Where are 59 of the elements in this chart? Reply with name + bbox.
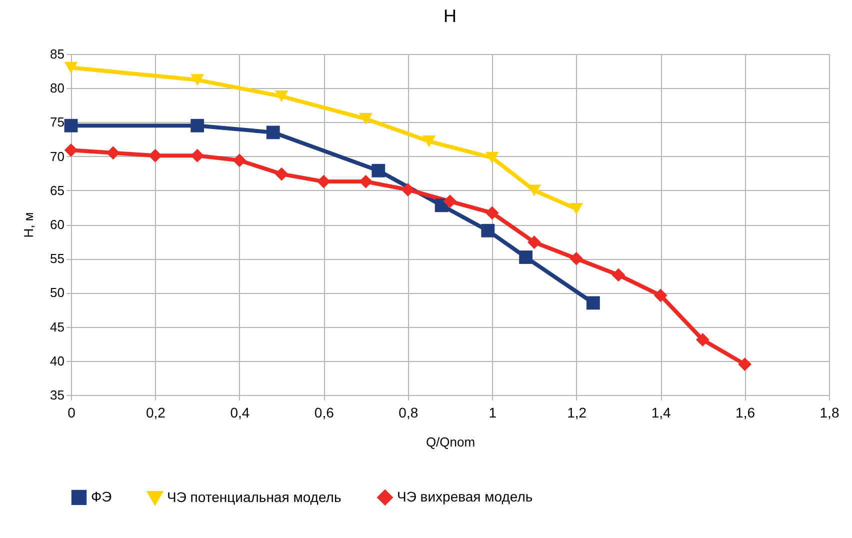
- point: [106, 146, 120, 160]
- point: [64, 62, 78, 74]
- x-tick-label: 1,2: [567, 404, 587, 420]
- x-tick-label: 0,8: [398, 404, 418, 420]
- point: [190, 148, 204, 162]
- legend-label: ФЭ: [91, 488, 112, 504]
- y-tick-label: 75: [50, 114, 64, 130]
- point: [528, 236, 541, 249]
- y-axis-title: H, м: [21, 212, 36, 238]
- y-tick-label: 80: [50, 80, 64, 96]
- point: [519, 250, 533, 264]
- x-tick-label: 0: [68, 404, 76, 420]
- point: [612, 268, 626, 282]
- point: [654, 288, 668, 302]
- point: [401, 183, 415, 196]
- y-tick-label: 55: [50, 251, 64, 266]
- point: [148, 148, 162, 162]
- point: [443, 194, 457, 208]
- y-tick-label: 45: [50, 319, 64, 334]
- point: [274, 90, 288, 102]
- x-tick-label: 1,6: [736, 404, 756, 420]
- y-tick-label: 70: [50, 148, 64, 164]
- point: [528, 184, 541, 196]
- point: [570, 203, 584, 215]
- y-tick-label: 40: [50, 353, 64, 368]
- point: [190, 74, 204, 86]
- y-tick-label: 50: [50, 285, 64, 300]
- y-tick-label: 35: [50, 388, 64, 402]
- y-tick-label: 60: [50, 217, 64, 232]
- point: [359, 174, 372, 188]
- point: [372, 164, 386, 178]
- point: [232, 154, 246, 168]
- x-tick-label: 1,8: [820, 404, 840, 420]
- point: [274, 167, 288, 181]
- legend-label: ЧЭ вихревая модель: [397, 488, 533, 504]
- y-tick-label: 85: [50, 46, 64, 62]
- point: [485, 152, 499, 164]
- y-tick-label: 65: [50, 182, 64, 198]
- x-tick-label: 0,2: [146, 404, 166, 420]
- legend-label: ЧЭ потенциальная модель: [167, 488, 342, 505]
- x-tick-label: 0,6: [314, 404, 334, 420]
- point: [586, 296, 600, 310]
- point: [316, 174, 330, 188]
- point: [266, 126, 280, 140]
- x-axis-title: Q/Qnom: [426, 434, 476, 450]
- point: [422, 135, 436, 148]
- point: [485, 206, 499, 220]
- x-tick-label: 1: [488, 404, 497, 420]
- x-tick-label: 1,4: [651, 404, 671, 420]
- point: [738, 358, 752, 372]
- point: [190, 118, 204, 132]
- point: [359, 112, 372, 125]
- point: [64, 118, 78, 132]
- point: [696, 333, 710, 346]
- point: [481, 224, 495, 238]
- x-tick-label: 0,4: [230, 404, 250, 420]
- chart-title: H: [444, 6, 456, 26]
- point: [570, 252, 584, 266]
- point: [64, 143, 78, 157]
